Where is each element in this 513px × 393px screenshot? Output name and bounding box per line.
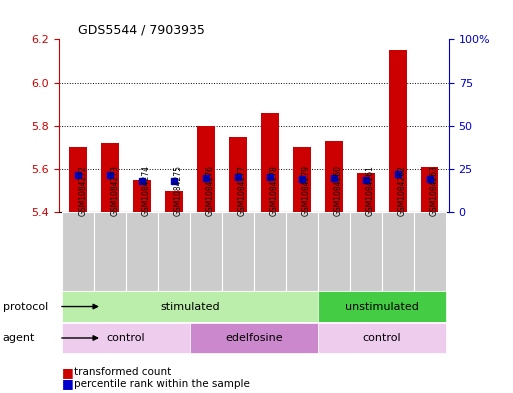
Bar [350,212,382,291]
Text: protocol: protocol [3,301,48,312]
Bar [126,212,158,291]
Bar [197,126,215,212]
Text: GSM1084277: GSM1084277 [238,165,247,216]
Bar [413,212,446,291]
Bar [382,212,413,291]
Text: agent: agent [3,333,35,343]
Bar [325,141,343,212]
Text: control: control [363,333,401,343]
Text: GSM1084262: GSM1084262 [398,165,407,216]
Text: GSM1084279: GSM1084279 [302,165,311,216]
Bar [133,180,151,212]
Bar [254,212,286,291]
Text: GSM1084272: GSM1084272 [78,165,87,216]
Text: ■: ■ [62,365,73,379]
Bar [165,191,183,212]
Bar [222,212,254,291]
Text: control: control [107,333,145,343]
Bar [421,167,439,212]
Text: GDS5544 / 7903935: GDS5544 / 7903935 [78,24,205,37]
Bar [318,292,446,321]
Bar [158,212,190,291]
Bar [62,292,318,321]
Bar [69,147,87,212]
Text: GSM1084274: GSM1084274 [142,165,151,216]
Bar [318,212,350,291]
Text: GSM1084275: GSM1084275 [174,165,183,216]
Bar [62,323,190,353]
Bar [357,173,374,212]
Bar [389,50,406,212]
Bar [190,323,318,353]
Text: ■: ■ [62,377,73,391]
Bar [229,137,247,212]
Text: edelfosine: edelfosine [225,333,283,343]
Text: stimulated: stimulated [160,301,220,312]
Bar [318,323,446,353]
Text: GSM1084261: GSM1084261 [366,165,375,216]
Bar [293,147,311,212]
Text: GSM1084276: GSM1084276 [206,165,215,216]
Text: GSM1084260: GSM1084260 [334,165,343,216]
Bar [62,212,94,291]
Text: GSM1084263: GSM1084263 [430,165,439,216]
Bar [190,212,222,291]
Bar [102,143,119,212]
Bar [286,212,318,291]
Bar [94,212,126,291]
Text: percentile rank within the sample: percentile rank within the sample [74,379,250,389]
Bar [261,113,279,212]
Text: unstimulated: unstimulated [345,301,419,312]
Text: GSM1084273: GSM1084273 [110,165,119,216]
Text: transformed count: transformed count [74,367,172,377]
Text: GSM1084278: GSM1084278 [270,165,279,216]
